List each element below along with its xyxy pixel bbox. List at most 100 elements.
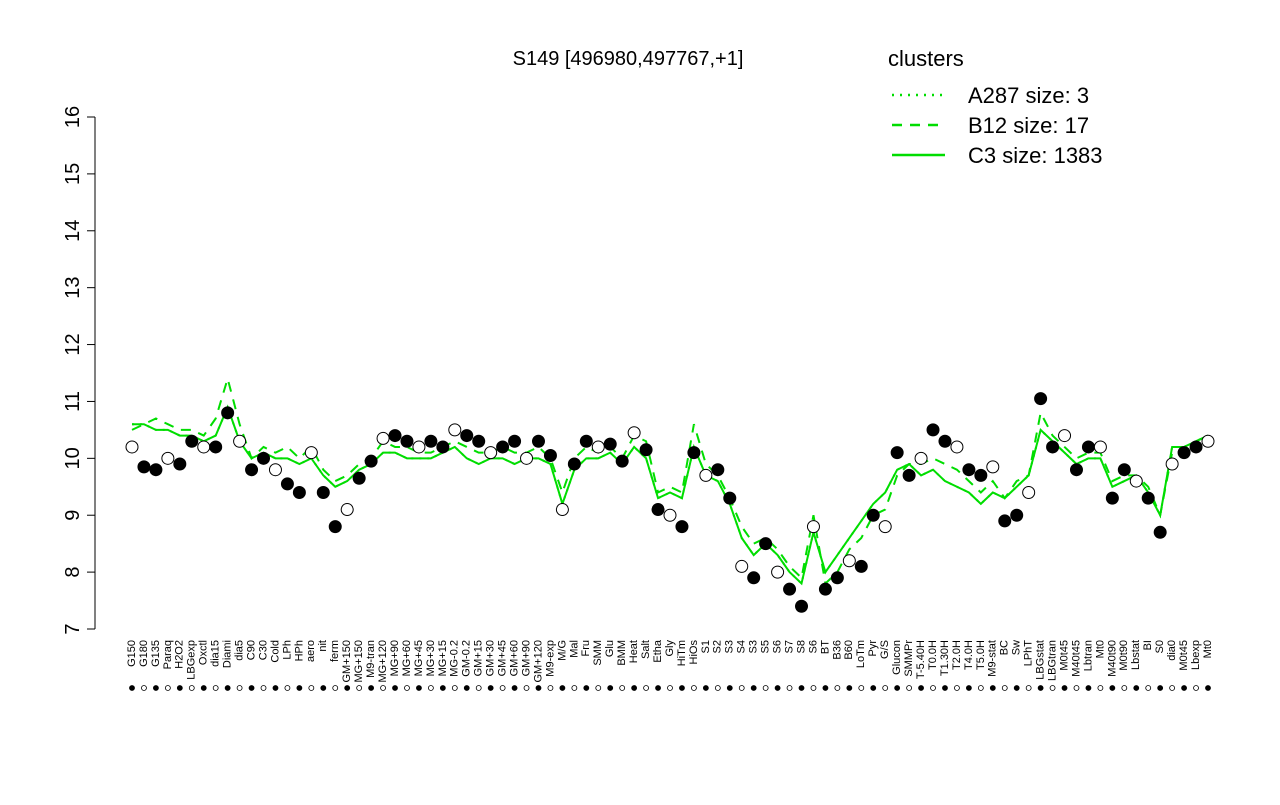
x-tick-label: S5 [760, 640, 772, 653]
data-point [567, 457, 581, 471]
chart-title: S149 [496980,497767,+1] [513, 48, 744, 70]
sample-dot [332, 685, 339, 691]
x-tick-label: dia15 [210, 640, 222, 667]
x-tick-label: Oxctl [198, 640, 210, 665]
data-point [484, 446, 498, 460]
sample-dot [200, 685, 207, 691]
data-point [233, 434, 247, 448]
data-point [1141, 491, 1155, 505]
x-tick-label: BMM [616, 640, 628, 666]
x-tick-label: HPh [293, 640, 305, 661]
sample-dot [176, 685, 183, 691]
sample-dot [272, 685, 279, 691]
sample-dot [930, 685, 936, 691]
data-point [316, 485, 330, 499]
x-tick-label: aero [305, 640, 317, 662]
sample-dot [416, 685, 422, 691]
data-point [854, 559, 868, 573]
x-tick-label: LBGtran [1046, 640, 1058, 681]
data-point [591, 440, 605, 454]
x-tick-label: T0.0H [927, 640, 939, 670]
x-tick-label: M0t45 [1058, 640, 1070, 671]
data-point [771, 565, 785, 579]
data-point [783, 582, 797, 596]
sample-dot [965, 685, 972, 691]
data-point [292, 485, 306, 499]
data-point [1177, 446, 1191, 460]
data-point [1201, 434, 1215, 448]
x-tick-label: BI [1142, 640, 1154, 650]
sample-dot [1109, 685, 1116, 691]
data-point [890, 446, 904, 460]
sample-dot [822, 685, 829, 691]
x-tick-label: MG+45 [413, 640, 425, 676]
data-point [1093, 440, 1107, 454]
sample-dot [164, 685, 171, 691]
x-tick-label: H2O2 [174, 640, 186, 669]
data-point [1022, 485, 1036, 499]
sample-dot [451, 685, 458, 691]
cluster-line [131, 374, 1209, 586]
x-tick-label: Diami [222, 640, 234, 668]
sample-dot [535, 685, 542, 691]
sample-dot [894, 685, 901, 691]
sample-dot [1157, 685, 1164, 691]
sample-dot [882, 685, 889, 691]
x-tick-label: GM+15 [473, 640, 485, 676]
sample-dot [595, 685, 602, 691]
data-point [1105, 491, 1119, 505]
data-point [950, 440, 964, 454]
sample-dot [559, 685, 566, 691]
x-tick-label: M40t45 [1070, 640, 1082, 677]
x-tick-label: M/G [556, 640, 568, 661]
sample-dot [368, 685, 375, 691]
x-tick-label: GM-0.2 [461, 640, 473, 677]
data-point [974, 468, 988, 482]
x-tick-label: M0t90 [1118, 640, 1130, 671]
x-tick-label: MG+60 [401, 640, 413, 676]
data-point [328, 520, 342, 534]
x-tick-label: C30 [257, 640, 269, 660]
data-point [842, 554, 856, 568]
sample-dot [702, 685, 709, 691]
sample-dot [248, 685, 255, 691]
x-tick-label: M40t90 [1106, 640, 1118, 677]
data-point [830, 571, 844, 585]
data-point [496, 440, 510, 454]
data-point [209, 440, 223, 454]
sample-dot [380, 685, 386, 691]
x-tick-label: S7 [783, 640, 795, 653]
data-point [675, 520, 689, 534]
x-tick-label: T2.0H [951, 640, 963, 670]
sample-dot [977, 685, 984, 691]
data-point [735, 559, 749, 573]
sample-dot [643, 685, 649, 691]
data-point [627, 426, 641, 440]
cluster-line [132, 404, 1209, 586]
data-point [197, 440, 211, 454]
sample-dot [655, 685, 661, 691]
data-point [723, 491, 737, 505]
y-tick-label: 10 [62, 447, 84, 469]
sample-dot [942, 685, 948, 691]
data-point [1129, 474, 1143, 488]
data-point [448, 423, 462, 437]
sample-dot [141, 685, 147, 691]
x-tick-label: Heat [628, 640, 640, 663]
data-point [412, 440, 426, 454]
sample-dot [571, 685, 578, 691]
x-tick-label: LBGexp [186, 640, 198, 680]
data-point [149, 463, 163, 477]
data-point [711, 463, 725, 477]
sample-dot [870, 685, 877, 691]
x-tick-label: Paraq [162, 640, 174, 669]
x-tick-label: GM+30 [485, 640, 497, 676]
data-point [818, 582, 832, 596]
x-tick-label: Glu [604, 640, 616, 657]
sample-dot [714, 685, 721, 691]
data-point [759, 537, 773, 551]
x-tick-label: Lbexp [1190, 640, 1202, 670]
data-point [221, 406, 235, 420]
data-point [508, 434, 522, 448]
y-tick-label: 8 [62, 567, 84, 578]
